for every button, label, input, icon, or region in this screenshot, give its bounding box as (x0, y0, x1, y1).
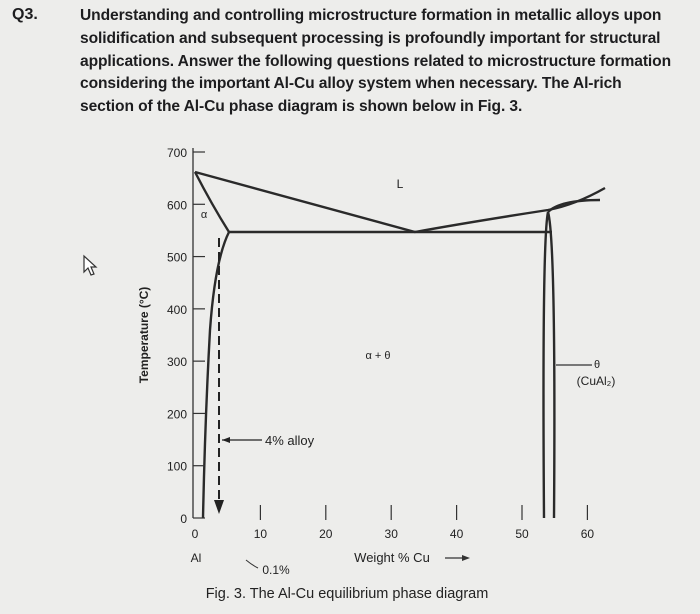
y-tick-label: 500 (167, 251, 187, 265)
theta-boundary (542, 211, 556, 519)
alpha-label: α (201, 209, 208, 221)
question-line: considering the important Al-Cu alloy sy… (80, 75, 622, 93)
solubility-label: 0.1% (262, 563, 290, 577)
question-number: Q3. (12, 6, 38, 23)
theta-label: θ (594, 359, 600, 371)
x-tick-label: 50 (515, 527, 529, 541)
y-tick-label: 0 (180, 512, 187, 526)
ticks: 700 600 500 400 300 200 100 00 10 20 30 40 50 60 (167, 146, 594, 541)
cursor-icon (83, 254, 98, 276)
x-arrow-head (462, 555, 470, 561)
x-tick-label: 20 (319, 527, 333, 541)
two-phase-label: α + θ (365, 350, 390, 362)
question-line: Understanding and controlling microstruc… (80, 7, 662, 24)
theta-formula: (CuAl₂) (577, 374, 616, 388)
x-axis-label: Weight % Cu (354, 550, 430, 565)
question-line: applications. Answer the following quest… (80, 52, 671, 70)
solubility-pointer (245, 559, 259, 569)
caption: Fig. 3. The Al-Cu equilibrium phase diag… (206, 586, 489, 602)
y-tick-label: 600 (167, 198, 187, 212)
x-tick-label: 40 (450, 527, 464, 541)
liquidus (194, 170, 606, 234)
y-tick-label: 700 (167, 146, 187, 160)
y-tick-label: 400 (167, 303, 187, 317)
alloy-arrow (214, 500, 224, 514)
liquid-label: L (397, 177, 404, 191)
x-tick-label: 60 (581, 527, 595, 541)
y-tick-label: 100 (167, 460, 187, 474)
alloy-label: 4% alloy (265, 433, 315, 448)
y-tick-label: 300 (167, 355, 187, 369)
question-line: solidification and subsequent processing… (80, 29, 661, 47)
solvus (201, 231, 231, 519)
x-tick-label: 10 (254, 527, 268, 541)
question-line: section of the Al-Cu phase diagram is sh… (80, 98, 523, 116)
liquidus-theta (547, 198, 601, 213)
x-tick-label: 0 (192, 527, 199, 541)
y-tick-label: 200 (167, 407, 187, 421)
x-origin-label: Al (191, 551, 202, 565)
x-tick-label: 30 (385, 527, 399, 541)
alloy-pointer-head (222, 437, 230, 443)
solidus (193, 171, 231, 233)
y-axis-label: Temperature (°C) (137, 287, 151, 384)
